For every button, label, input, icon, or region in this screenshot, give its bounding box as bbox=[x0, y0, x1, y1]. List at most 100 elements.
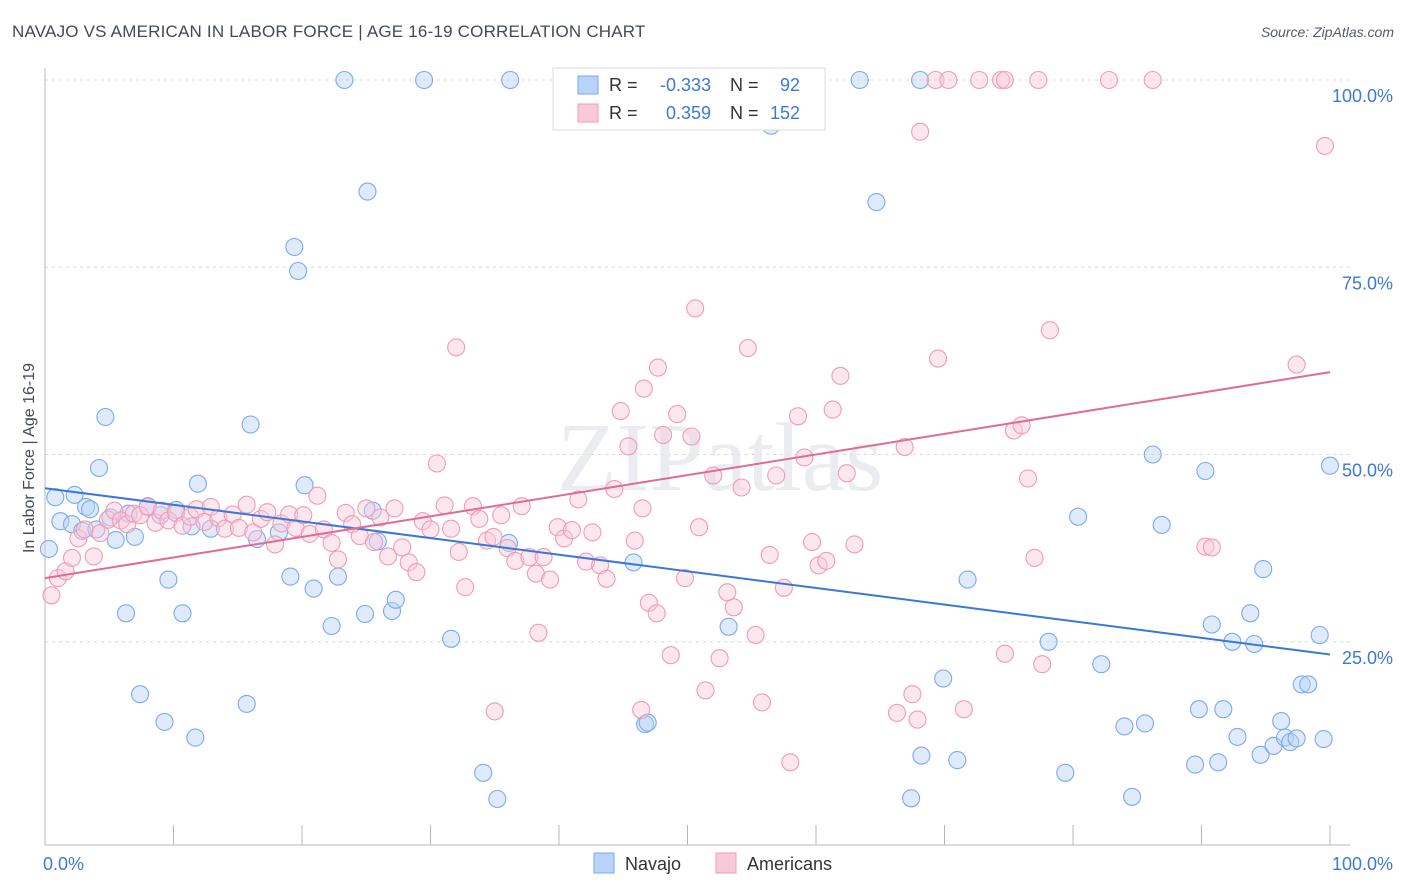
point-navajo-86 bbox=[1272, 712, 1291, 731]
point-navajo-10 bbox=[106, 530, 125, 549]
point-navajo-65 bbox=[1056, 763, 1075, 782]
point-americans-92 bbox=[690, 518, 709, 537]
point-americans-7 bbox=[91, 524, 110, 543]
point-navajo-24 bbox=[281, 567, 300, 586]
trend-americans bbox=[44, 371, 1331, 580]
point-americans-116 bbox=[529, 623, 548, 642]
point-navajo-45 bbox=[285, 237, 304, 257]
point-navajo-92 bbox=[1310, 625, 1329, 645]
point-navajo-39 bbox=[155, 712, 174, 731]
point-americans-138 bbox=[1143, 70, 1162, 90]
point-navajo-53 bbox=[624, 553, 643, 572]
point-americans-56 bbox=[435, 496, 454, 515]
point-americans-125 bbox=[995, 644, 1014, 663]
point-americans-64 bbox=[492, 506, 511, 525]
point-americans-75 bbox=[569, 490, 588, 509]
point-navajo-36 bbox=[488, 789, 507, 809]
point-navajo-63 bbox=[902, 789, 921, 808]
point-navajo-38 bbox=[131, 685, 150, 704]
x-tick-label-0: 0.0% bbox=[43, 854, 84, 874]
point-americans-118 bbox=[686, 299, 705, 318]
point-navajo-81 bbox=[1241, 604, 1260, 623]
point-americans-133 bbox=[926, 70, 945, 90]
y-tick-label-2: 75.0% bbox=[1342, 273, 1393, 293]
point-navajo-66 bbox=[1069, 507, 1088, 526]
point-americans-17 bbox=[159, 511, 178, 530]
point-navajo-75 bbox=[1196, 461, 1215, 481]
point-americans-87 bbox=[654, 425, 673, 445]
point-americans-108 bbox=[803, 533, 822, 552]
trend-lines bbox=[44, 371, 1331, 656]
point-americans-112 bbox=[831, 366, 850, 385]
point-navajo-0 bbox=[39, 539, 58, 558]
legend-bottom-swatch-0 bbox=[593, 852, 615, 874]
point-navajo-34 bbox=[442, 629, 461, 648]
point-navajo-44 bbox=[116, 604, 136, 623]
point-americans-111 bbox=[823, 400, 842, 419]
point-navajo-33 bbox=[386, 590, 405, 609]
point-americans-130 bbox=[1033, 655, 1052, 674]
point-navajo-57 bbox=[867, 193, 886, 212]
point-americans-59 bbox=[456, 578, 475, 597]
axes bbox=[44, 68, 1350, 846]
point-americans-144 bbox=[1315, 136, 1334, 155]
point-americans-48 bbox=[379, 547, 398, 566]
point-americans-63 bbox=[484, 527, 503, 546]
point-americans-117 bbox=[632, 700, 651, 719]
point-navajo-35 bbox=[474, 763, 493, 782]
point-navajo-56 bbox=[850, 70, 869, 90]
watermark: ZIPatlas bbox=[557, 404, 884, 512]
point-americans-71 bbox=[540, 570, 560, 589]
point-navajo-73 bbox=[1186, 755, 1205, 774]
point-americans-136 bbox=[991, 70, 1011, 90]
legend-n-value-1: 152 bbox=[770, 103, 800, 123]
point-americans-61 bbox=[470, 509, 489, 528]
point-americans-52 bbox=[407, 563, 426, 582]
point-americans-83 bbox=[625, 531, 644, 550]
point-navajo-64 bbox=[1039, 632, 1058, 651]
point-americans-57 bbox=[442, 519, 461, 538]
point-navajo-43 bbox=[237, 694, 256, 713]
point-americans-3 bbox=[62, 548, 82, 567]
legend-r-value-0: -0.333 bbox=[660, 75, 711, 95]
legend-top-swatch-1 bbox=[577, 103, 599, 123]
point-americans-124 bbox=[929, 349, 948, 368]
point-americans-11 bbox=[118, 515, 137, 534]
point-navajo-94 bbox=[1320, 456, 1340, 475]
point-americans-95 bbox=[710, 649, 729, 668]
point-navajo-12 bbox=[89, 458, 109, 478]
point-americans-6 bbox=[84, 547, 103, 566]
point-navajo-41 bbox=[173, 604, 192, 623]
point-americans-147 bbox=[648, 358, 667, 377]
legend-top: R = -0.333 N = 92 R = 0.359 N = 152 bbox=[552, 67, 826, 131]
point-americans-38 bbox=[308, 486, 327, 505]
point-navajo-50 bbox=[501, 70, 520, 90]
point-americans-80 bbox=[605, 479, 624, 499]
point-americans-4 bbox=[69, 529, 88, 548]
point-navajo-67 bbox=[1092, 655, 1111, 674]
point-americans-139 bbox=[1029, 70, 1048, 90]
point-americans-20 bbox=[181, 507, 200, 526]
point-americans-142 bbox=[1202, 538, 1221, 557]
point-americans-103 bbox=[767, 466, 786, 485]
point-americans-113 bbox=[837, 464, 856, 483]
legend-r-label-1: R = bbox=[609, 103, 638, 123]
point-navajo-74 bbox=[1189, 700, 1208, 719]
point-americans-129 bbox=[1025, 548, 1044, 567]
point-navajo-46 bbox=[289, 261, 308, 281]
point-americans-74 bbox=[562, 521, 581, 540]
point-americans-104 bbox=[774, 578, 793, 597]
point-navajo-59 bbox=[934, 669, 953, 688]
point-navajo-58 bbox=[911, 70, 930, 90]
point-navajo-47 bbox=[358, 182, 377, 201]
point-navajo-20 bbox=[188, 474, 207, 493]
point-navajo-21 bbox=[241, 415, 260, 434]
point-navajo-93 bbox=[1314, 730, 1333, 749]
gridlines bbox=[45, 79, 1350, 643]
point-navajo-62 bbox=[958, 570, 977, 589]
point-navajo-68 bbox=[1115, 717, 1134, 736]
point-americans-54 bbox=[421, 520, 440, 539]
legend-r-label-0: R = bbox=[609, 75, 638, 95]
point-americans-89 bbox=[668, 405, 687, 424]
point-americans-45 bbox=[357, 499, 376, 518]
